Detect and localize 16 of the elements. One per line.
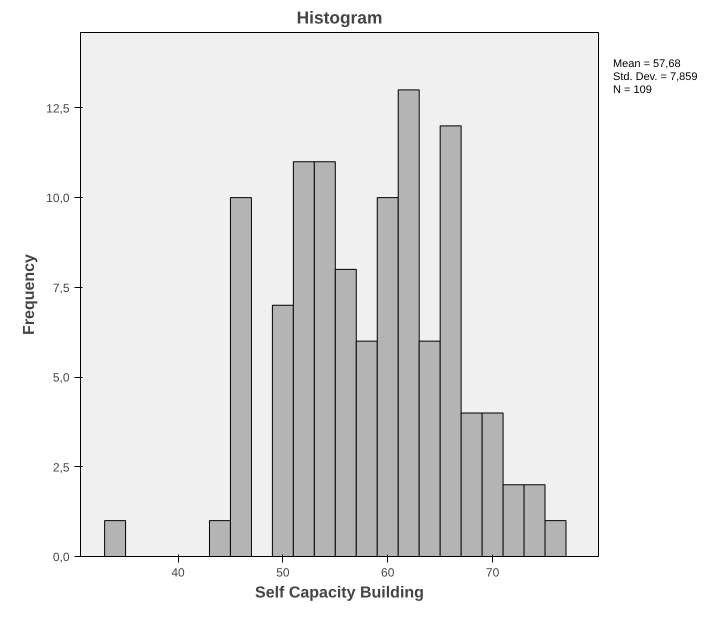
text: Std. Dev. = 7,859: [613, 71, 698, 83]
chart-title: Histogram: [296, 8, 382, 28]
y-axis-title: Frequency: [21, 254, 38, 335]
x-tick-label: 50: [276, 566, 290, 580]
y-tick-label: 12,5: [46, 101, 70, 116]
x-tick-label: 70: [486, 566, 500, 580]
x-tick-label: 60: [381, 566, 395, 580]
text: Mean = 57,68: [613, 58, 681, 70]
x-tick-label: 40: [171, 566, 186, 580]
y-tick-label: 5,0: [52, 370, 70, 385]
text: N = 109: [613, 84, 652, 96]
y-tick-label: 10,0: [46, 191, 70, 206]
y-tick-label: 7,5: [52, 280, 70, 295]
x-axis-title: Self Capacity Building: [255, 584, 424, 602]
y-tick-label: 0,0: [52, 550, 70, 564]
y-tick-label: 2,5: [52, 460, 70, 474]
